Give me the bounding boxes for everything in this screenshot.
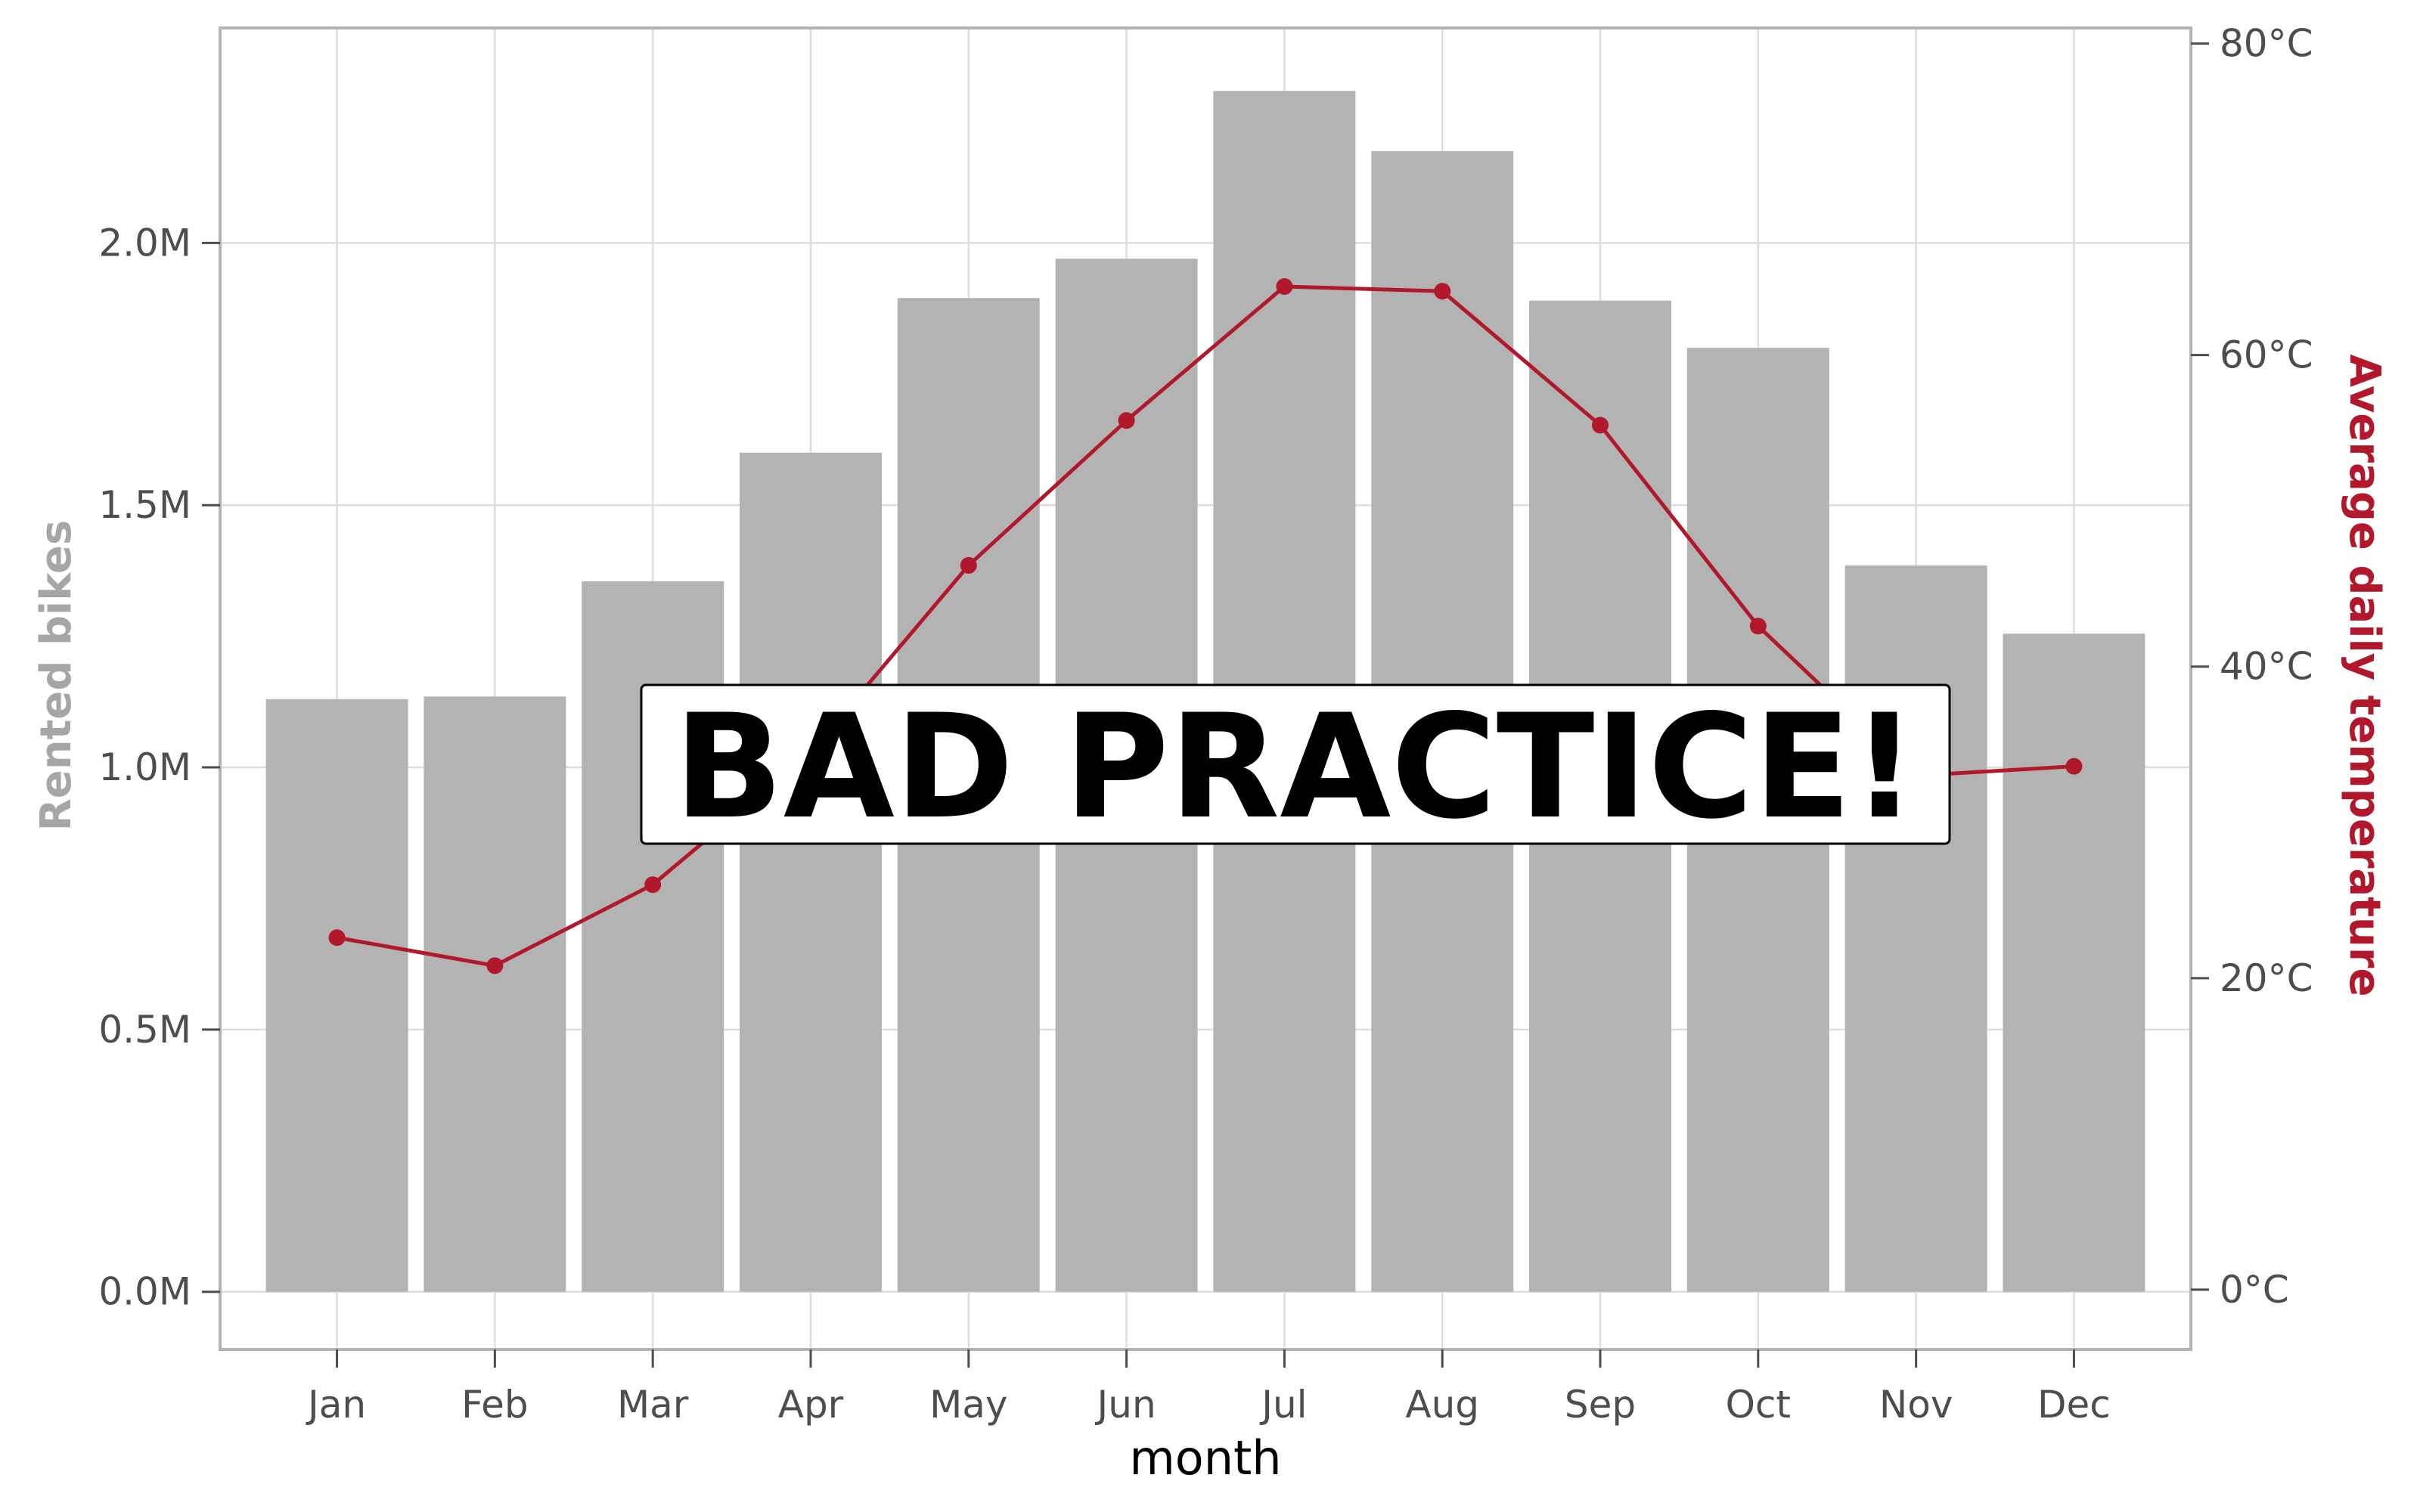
right-axis-tick-label: 0°C xyxy=(2220,1268,2289,1312)
x-axis-tick-label: Feb xyxy=(461,1383,529,1427)
right-axis-tick-label: 60°C xyxy=(2220,333,2313,377)
x-axis-tick-label: Jun xyxy=(1095,1383,1156,1427)
temperature-point-sep xyxy=(1592,417,1609,434)
bar-feb xyxy=(424,696,566,1292)
left-axis-title: Rented bikes xyxy=(32,520,81,832)
x-axis-tick-label: Jan xyxy=(306,1383,366,1427)
left-axis-tick-label: 2.0M xyxy=(98,221,191,265)
right-axis-tick-label: 80°C xyxy=(2220,22,2313,66)
temperature-point-feb xyxy=(486,957,504,974)
x-axis-tick-label: Dec xyxy=(2037,1383,2111,1427)
x-axis-tick-label: May xyxy=(929,1383,1007,1427)
bar-nov xyxy=(1844,565,1987,1292)
temperature-point-jun xyxy=(1118,412,1135,429)
x-axis-tick-label: Mar xyxy=(617,1383,689,1427)
left-axis-tick-label: 1.0M xyxy=(98,745,191,789)
x-axis-tick-label: Apr xyxy=(778,1383,844,1427)
temperature-point-mar xyxy=(644,876,662,894)
bad-practice-banner: BAD PRACTICE! xyxy=(640,683,1951,850)
left-axis-tick-label: 0.0M xyxy=(98,1270,191,1314)
x-axis-tick-label: Nov xyxy=(1879,1383,1953,1427)
temperature-point-jan xyxy=(328,929,346,947)
banner-text: BAD PRACTICE! xyxy=(674,683,1917,850)
temperature-point-dec xyxy=(2065,758,2083,775)
temperature-point-aug xyxy=(1434,283,1451,300)
x-axis-tick-label: Sep xyxy=(1565,1383,1636,1427)
axes: 0.0M 0.5M 1.0M 1.5M 2.0M 0°C 20°C 40°C 60°C 80°C J… xyxy=(98,22,2313,1427)
temperature-point-may xyxy=(960,556,977,574)
temperature-point-oct xyxy=(1749,618,1767,635)
banner-box xyxy=(640,683,1951,845)
bar-jan xyxy=(265,699,408,1292)
bar-apr xyxy=(740,452,882,1292)
temperature-point-jul xyxy=(1276,278,1293,296)
left-axis-tick-label: 1.5M xyxy=(98,483,191,527)
left-axis-tick-label: 0.5M xyxy=(98,1008,191,1052)
x-axis-tick-label: Oct xyxy=(1726,1383,1791,1427)
right-axis-tick-label: 20°C xyxy=(2220,956,2313,1000)
right-axis-title: Average daily temperature xyxy=(2340,355,2389,997)
x-axis-title: month xyxy=(1129,1430,1281,1486)
x-axis-tick-label: Jul xyxy=(1259,1383,1307,1427)
bar-dec xyxy=(2003,634,2145,1292)
panel-border xyxy=(219,26,2192,1351)
x-axis-tick-label: Aug xyxy=(1405,1383,1479,1427)
right-axis-tick-label: 40°C xyxy=(2220,645,2313,689)
temperature-line-path xyxy=(337,284,2074,968)
